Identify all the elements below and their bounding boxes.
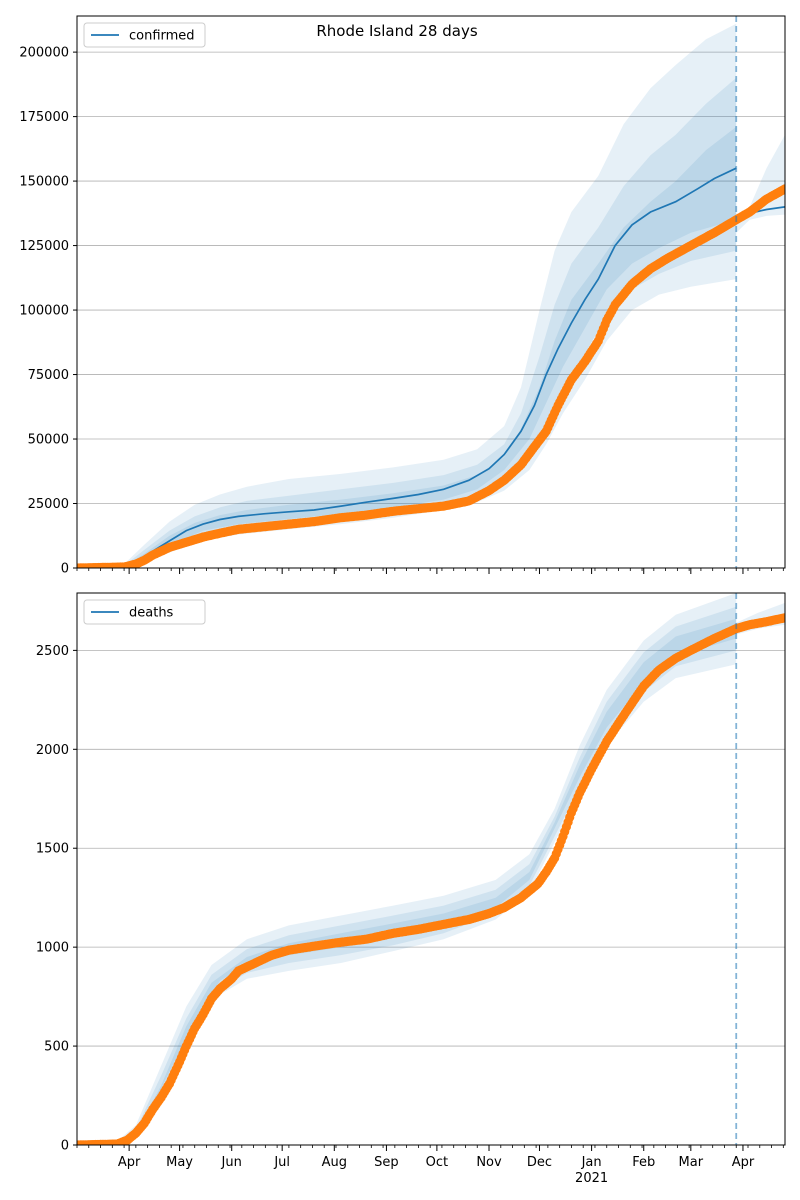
confirmed-observed-points <box>77 184 785 568</box>
confirmed-legend-label: confirmed <box>129 29 195 44</box>
confirmed-y-tick-label: 150000 <box>19 175 69 190</box>
deaths-y-tick-label: 2500 <box>36 644 69 659</box>
deaths-y-tick-label: 1500 <box>36 842 69 857</box>
confirmed-forecast-line <box>77 167 737 568</box>
confirmed-panel: 0 25000 50000 75000 100000 125000 150000 175000… <box>19 15 786 577</box>
deaths-observed-points <box>77 613 785 1145</box>
deaths-x-tick-label: Sep <box>374 1155 399 1170</box>
deaths-x-tick-label: Oct <box>426 1155 448 1170</box>
confirmed-y-tick-label: 0 <box>61 562 69 577</box>
confirmed-y-tick-label: 25000 <box>28 497 69 512</box>
deaths-y-tick-label: 2000 <box>36 743 69 758</box>
deaths-observed-point <box>780 613 785 623</box>
confirmed-y-tick-label: 50000 <box>28 433 69 448</box>
confirmed-y-tick-label: 200000 <box>19 46 69 61</box>
deaths-x-tick-label: Jun <box>221 1155 242 1170</box>
deaths-legend-box <box>83 599 206 625</box>
deaths-x-tick-label: Apr <box>118 1155 141 1170</box>
deaths-legend: deaths <box>83 599 206 625</box>
deaths-axes-frame <box>76 592 786 1146</box>
confirmed-axes-frame <box>76 15 786 569</box>
deaths-panel: 0 500 1000 1500 2000 2500 Apr May Jun Jul Aug Sep Oc… <box>36 592 786 1186</box>
deaths-y-tick-label: 0 <box>61 1139 69 1154</box>
figure-title: Rhode Island 28 days <box>316 22 477 40</box>
deaths-plot-area <box>77 593 785 1145</box>
confirmed-y-tick-label: 125000 <box>19 239 69 254</box>
deaths-band-outer <box>77 593 737 1145</box>
deaths-x-year-label: 2021 <box>575 1171 608 1186</box>
confirmed-legend-box <box>83 22 206 48</box>
confirmed-band-outer <box>77 23 737 568</box>
confirmed-y-tick-label: 75000 <box>28 368 69 383</box>
deaths-x-tick-label: Jan <box>581 1155 602 1170</box>
deaths-legend-label: deaths <box>129 606 174 621</box>
deaths-x-tick-label: Apr <box>732 1155 755 1170</box>
deaths-x-tick-label: Feb <box>632 1155 655 1170</box>
deaths-x-tick-label: Jul <box>273 1155 290 1170</box>
confirmed-y-tick-label: 175000 <box>19 110 69 125</box>
deaths-x-tick-label: Nov <box>476 1155 502 1170</box>
confirmed-legend: confirmed <box>83 22 206 48</box>
deaths-x-tick-label: Dec <box>527 1155 552 1170</box>
deaths-y-tick-label: 500 <box>44 1040 69 1055</box>
confirmed-plot-area <box>77 23 785 568</box>
confirmed-observed-point <box>780 184 785 194</box>
confirmed-y-tick-label: 100000 <box>19 304 69 319</box>
deaths-x-tick-label: Aug <box>322 1155 347 1170</box>
deaths-x-tick-label: May <box>166 1155 193 1170</box>
deaths-x-tick-label: Mar <box>679 1155 704 1170</box>
deaths-y-tick-label: 1000 <box>36 941 69 956</box>
